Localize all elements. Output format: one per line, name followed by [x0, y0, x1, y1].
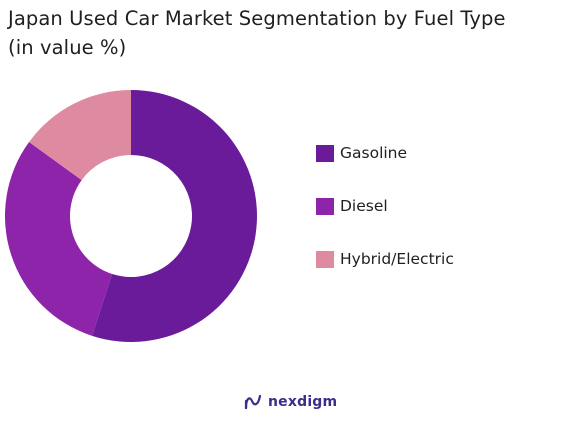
legend-item-gasoline: Gasoline — [316, 144, 407, 162]
legend-label-hybrid-electric: Hybrid/Electric — [340, 250, 454, 268]
chart-title-line-1: Japan Used Car Market Segmentation by Fu… — [8, 7, 506, 30]
legend-swatch-diesel — [316, 197, 334, 215]
legend-item-hybrid-electric: Hybrid/Electric — [316, 250, 454, 268]
donut-slice-gasoline — [92, 90, 257, 342]
brand-logo: nexdigm — [243, 392, 337, 412]
donut-slice-hybrid-electric — [29, 90, 131, 181]
donut-slice-diesel — [4, 141, 113, 336]
brand-name: nexdigm — [268, 394, 338, 410]
nexdigm-logo-icon — [244, 394, 262, 410]
legend-label-gasoline: Gasoline — [340, 144, 408, 162]
legend-item-diesel: Diesel — [316, 197, 388, 215]
legend-swatch-gasoline — [316, 144, 334, 162]
legend-label-diesel: Diesel — [340, 197, 388, 215]
chart-title: Japan Used Car Market Segmentation by Fu… — [8, 4, 564, 62]
chart-title-line-2: (in value %) — [8, 36, 127, 59]
legend-swatch-hybrid-electric — [316, 250, 334, 268]
